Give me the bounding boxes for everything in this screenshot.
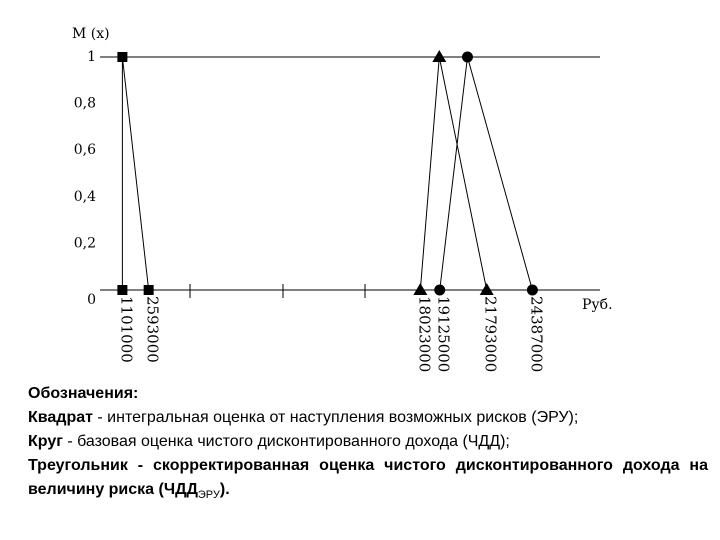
notes-heading: Обозначения: xyxy=(28,385,139,402)
note: Треугольник - скорректированная оценка ч… xyxy=(28,454,708,507)
marker-circle xyxy=(526,284,538,296)
series-line xyxy=(439,56,533,291)
note-text: - базовая оценка чистого дисконтированно… xyxy=(62,433,510,450)
marker-triangle xyxy=(479,283,494,295)
note-sub: ЭРУ xyxy=(197,489,220,502)
y-tick-label: 0 xyxy=(87,292,96,308)
y-tick-label: 0,2 xyxy=(74,235,96,251)
x-axis-label: Руб. xyxy=(582,297,613,313)
x-tick-label: 18023000 xyxy=(415,296,433,372)
series-line xyxy=(121,56,150,291)
note-key: Квадрат xyxy=(28,409,93,426)
marker-circle xyxy=(461,51,473,63)
note-key: Треугольник xyxy=(28,457,128,474)
marker-square xyxy=(143,285,154,295)
x-tick-label: 2593000 xyxy=(144,296,162,363)
notes: Обозначения: Квадрат - интегральная оцен… xyxy=(28,382,708,507)
note: Квадрат - интегральная оценка от наступл… xyxy=(28,406,708,430)
x-tick-label: 1101000 xyxy=(117,296,135,363)
marker-triangle xyxy=(432,50,447,62)
note-text: - интегральная оценка от наступления воз… xyxy=(92,409,579,426)
y-tick-label: 1 xyxy=(87,49,96,65)
x-tick-label: 19125000 xyxy=(435,296,453,372)
marker-square xyxy=(117,285,128,295)
marker-triangle xyxy=(413,283,428,295)
x-tick-label: 21793000 xyxy=(482,296,500,372)
note: Круг - базовая оценка чистого дисконтиро… xyxy=(28,430,708,454)
note-text: - скорректированная оценка чистого диско… xyxy=(28,457,708,498)
y-tick-label: 0,6 xyxy=(74,142,96,158)
x-tick-label: 24387000 xyxy=(527,296,545,372)
note-tail: ). xyxy=(219,481,230,498)
y-tick-label: 0,8 xyxy=(74,96,96,112)
marker-circle xyxy=(434,284,446,296)
chart: М (х) Руб. 0 0,2 0,4 0,6 0,8 1 1101000 2593000 1… xyxy=(72,26,613,372)
y-tick-label: 0,4 xyxy=(74,189,96,205)
y-axis-label: М (х) xyxy=(72,26,110,42)
marker-square xyxy=(117,52,128,62)
note-key: Круг xyxy=(28,433,63,450)
